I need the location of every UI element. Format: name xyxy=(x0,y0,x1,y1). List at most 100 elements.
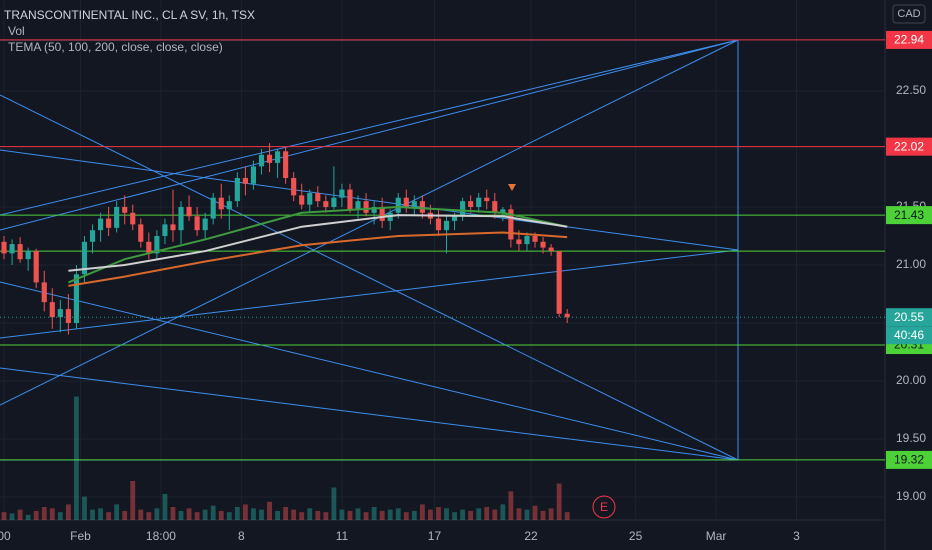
fan-line xyxy=(0,249,739,339)
volume-bar xyxy=(154,508,160,520)
candle-body xyxy=(33,251,39,283)
volume-bar xyxy=(371,507,377,520)
currency-box[interactable] xyxy=(892,4,926,24)
candle-body xyxy=(363,201,369,213)
volume-bar xyxy=(323,512,329,520)
volume-bar xyxy=(436,507,441,520)
volume-bar xyxy=(476,508,482,520)
last-price-tag: 20.55 xyxy=(894,310,924,324)
candle-body xyxy=(162,224,168,236)
volume-bar xyxy=(65,504,71,520)
volume-bar xyxy=(452,512,457,520)
candle-body xyxy=(226,201,232,210)
volume-bar xyxy=(194,512,200,520)
candle-body xyxy=(339,189,345,198)
x-tick-label: 22 xyxy=(524,529,538,543)
volume-bar xyxy=(98,508,103,520)
volume-bar xyxy=(33,510,39,520)
candle-body xyxy=(194,216,200,231)
event-marker[interactable]: E xyxy=(600,500,608,514)
candle-body xyxy=(524,235,530,245)
y-tick-label: 21.00 xyxy=(896,257,926,271)
volume-bar xyxy=(210,505,216,520)
candle-body xyxy=(468,201,474,207)
candle-body xyxy=(564,313,570,318)
candle-body xyxy=(114,206,120,228)
fan-line xyxy=(0,94,739,461)
volume-bar xyxy=(403,512,409,520)
x-tick-label: 25 xyxy=(629,529,643,543)
x-tick-label: 3 xyxy=(793,529,800,543)
candle-body xyxy=(178,206,184,231)
candle-body xyxy=(234,177,240,202)
volume-bar xyxy=(500,504,506,520)
volume-bar xyxy=(242,504,248,520)
legend-item: TEMA (50, 100, 200, close, close, close) xyxy=(8,40,223,54)
volume-bar xyxy=(178,510,184,520)
price-tag: 21.43 xyxy=(894,208,924,222)
price-tag: 22.02 xyxy=(894,139,924,153)
volume-bar xyxy=(17,509,23,520)
candle-body xyxy=(307,193,313,205)
x-tick-label: 8 xyxy=(238,529,245,543)
countdown-tag: 40:46 xyxy=(894,328,924,342)
volume-bar xyxy=(82,496,87,520)
candle-body xyxy=(202,218,208,231)
candle-body xyxy=(106,218,112,228)
candle-body xyxy=(25,251,31,260)
candle-body xyxy=(9,244,15,254)
volume-bar xyxy=(170,507,176,520)
volume-bar xyxy=(363,512,369,520)
candle-body xyxy=(323,201,329,207)
candle-body xyxy=(371,206,377,213)
candle-body xyxy=(299,195,305,205)
volume-bar xyxy=(395,508,401,520)
volume-bar xyxy=(226,512,232,520)
volume-bar xyxy=(548,508,554,520)
volume-bar xyxy=(460,509,466,520)
candle-body xyxy=(186,206,192,217)
volume-bar xyxy=(516,508,522,520)
volume-bar xyxy=(218,510,224,520)
volume-bar xyxy=(387,509,393,520)
indicator-line xyxy=(68,214,568,272)
candle-body xyxy=(347,189,353,210)
fan-line xyxy=(0,367,739,461)
candle-body xyxy=(146,241,152,254)
x-tick-label: 17 xyxy=(428,529,442,543)
candle-body xyxy=(379,206,385,221)
volume-bar xyxy=(146,512,152,520)
volume-bar xyxy=(106,512,112,520)
candle-body xyxy=(355,201,361,210)
candle-body xyxy=(97,218,104,231)
candle-body xyxy=(266,154,273,163)
candle-body xyxy=(283,151,289,178)
candle-body xyxy=(315,193,321,202)
countdown-tag-bg xyxy=(886,326,932,345)
candle-body xyxy=(65,309,71,323)
price-tag-bg xyxy=(886,137,932,156)
x-tick-label: 00 xyxy=(0,529,11,543)
volume-bar xyxy=(114,504,120,520)
volume-bar xyxy=(41,507,47,520)
candle-body xyxy=(291,177,297,196)
candle-body xyxy=(484,197,490,202)
volume-bar xyxy=(508,491,514,520)
volume-bar xyxy=(251,508,256,520)
event-circle[interactable] xyxy=(592,495,616,519)
candle-body xyxy=(73,274,80,323)
volume-bar xyxy=(331,487,337,520)
volume-bar xyxy=(307,508,313,520)
volume-bar xyxy=(186,508,192,520)
price-tag: 19.32 xyxy=(894,453,924,467)
y-tick-label: 19.00 xyxy=(896,489,926,503)
volume-bar xyxy=(275,510,280,520)
candle-body xyxy=(508,209,514,240)
candle-body xyxy=(500,209,506,213)
volume-bar xyxy=(532,505,538,520)
currency[interactable]: CAD xyxy=(897,8,920,20)
volume-bar xyxy=(130,481,136,520)
volume-bar xyxy=(347,510,353,520)
volume-bar xyxy=(299,512,305,520)
